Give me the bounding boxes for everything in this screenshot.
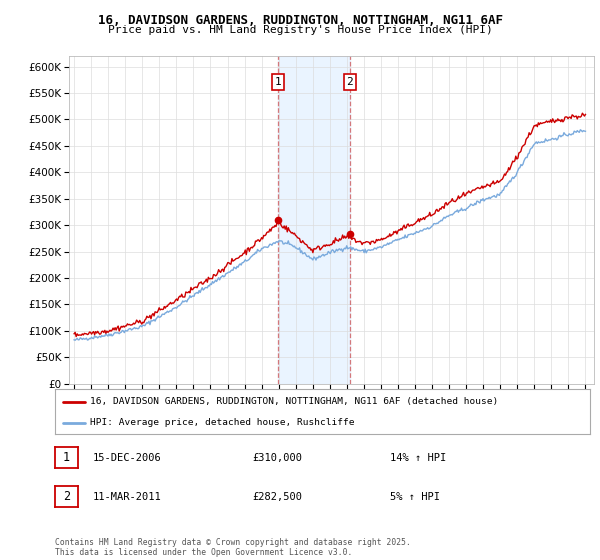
- Text: £282,500: £282,500: [252, 492, 302, 502]
- Bar: [278, 56, 350, 384]
- Text: 11-MAR-2011: 11-MAR-2011: [93, 492, 162, 502]
- Text: Contains HM Land Registry data © Crown copyright and database right 2025.
This d: Contains HM Land Registry data © Crown c…: [55, 538, 411, 557]
- Text: 2: 2: [347, 77, 353, 87]
- Text: 1: 1: [275, 77, 281, 87]
- Text: 5% ↑ HPI: 5% ↑ HPI: [390, 492, 440, 502]
- Text: 1: 1: [63, 451, 70, 464]
- Text: £310,000: £310,000: [252, 452, 302, 463]
- Text: 16, DAVIDSON GARDENS, RUDDINGTON, NOTTINGHAM, NG11 6AF (detached house): 16, DAVIDSON GARDENS, RUDDINGTON, NOTTIN…: [90, 397, 498, 406]
- Text: 16, DAVIDSON GARDENS, RUDDINGTON, NOTTINGHAM, NG11 6AF: 16, DAVIDSON GARDENS, RUDDINGTON, NOTTIN…: [97, 14, 503, 27]
- Text: 14% ↑ HPI: 14% ↑ HPI: [390, 452, 446, 463]
- Text: 2: 2: [63, 490, 70, 503]
- Text: Price paid vs. HM Land Registry's House Price Index (HPI): Price paid vs. HM Land Registry's House …: [107, 25, 493, 35]
- Text: HPI: Average price, detached house, Rushcliffe: HPI: Average price, detached house, Rush…: [90, 418, 355, 427]
- Text: 15-DEC-2006: 15-DEC-2006: [93, 452, 162, 463]
